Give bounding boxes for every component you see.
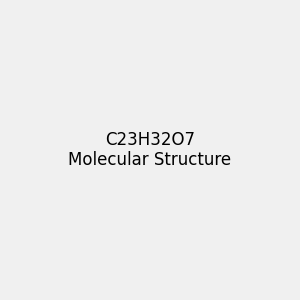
- Text: C23H32O7
Molecular Structure: C23H32O7 Molecular Structure: [68, 130, 232, 170]
